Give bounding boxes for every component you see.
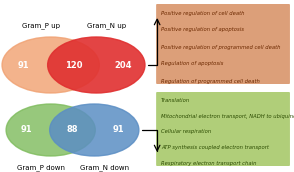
Text: Gram_N up: Gram_N up (87, 22, 126, 29)
Text: Translation: Translation (161, 99, 191, 104)
Text: 204: 204 (114, 61, 132, 69)
Text: Respiratory electron transport chain: Respiratory electron transport chain (161, 160, 257, 165)
Text: Positive regulation of apoptosis: Positive regulation of apoptosis (161, 28, 244, 33)
Text: 91: 91 (20, 126, 32, 135)
Ellipse shape (2, 37, 99, 93)
Text: Gram_P down: Gram_P down (16, 164, 65, 171)
Text: Positive regulation of cell death: Positive regulation of cell death (161, 10, 245, 15)
Text: 88: 88 (67, 126, 78, 135)
Text: Cellular respiration: Cellular respiration (161, 130, 211, 135)
Text: ATP synthesis coupled electron transport: ATP synthesis coupled electron transport (161, 145, 269, 150)
Text: Gram_N down: Gram_N down (80, 164, 129, 171)
Text: Positive regulation of programmed cell death: Positive regulation of programmed cell d… (161, 45, 281, 50)
Text: Regulation of programmed cell death: Regulation of programmed cell death (161, 78, 260, 83)
Ellipse shape (6, 104, 95, 156)
Text: 120: 120 (65, 61, 82, 69)
Ellipse shape (48, 37, 145, 93)
Text: Regulation of apoptosis: Regulation of apoptosis (161, 62, 223, 67)
Text: 91: 91 (18, 61, 30, 69)
FancyBboxPatch shape (156, 92, 290, 166)
Ellipse shape (50, 104, 139, 156)
Text: 91: 91 (113, 126, 125, 135)
Text: Gram_P up: Gram_P up (21, 22, 60, 29)
FancyBboxPatch shape (156, 4, 290, 84)
Text: Mitochondrial electron transport, NADH to ubiquinone: Mitochondrial electron transport, NADH t… (161, 114, 294, 119)
